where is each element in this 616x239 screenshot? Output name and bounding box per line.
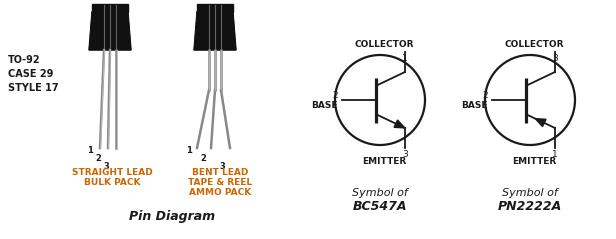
Text: PN2222A: PN2222A xyxy=(498,200,562,213)
Text: BC547A: BC547A xyxy=(353,200,407,213)
Polygon shape xyxy=(194,12,236,50)
Text: Pin Diagram: Pin Diagram xyxy=(129,210,216,223)
Text: EMITTER: EMITTER xyxy=(513,157,557,166)
Text: BENT LEAD: BENT LEAD xyxy=(192,168,248,177)
Text: CASE 29: CASE 29 xyxy=(8,69,54,79)
Text: 3: 3 xyxy=(402,150,408,159)
Text: STYLE 17: STYLE 17 xyxy=(8,83,59,93)
Text: EMITTER: EMITTER xyxy=(362,157,407,166)
Text: BASE: BASE xyxy=(311,102,338,110)
Polygon shape xyxy=(92,4,128,12)
Text: 1: 1 xyxy=(186,146,192,155)
Text: 1: 1 xyxy=(552,150,557,159)
Polygon shape xyxy=(394,120,405,128)
Text: BULK PACK: BULK PACK xyxy=(84,178,140,187)
Text: 2: 2 xyxy=(95,154,101,163)
Text: TAPE & REEL: TAPE & REEL xyxy=(188,178,252,187)
Text: BASE: BASE xyxy=(461,102,488,110)
Text: 1: 1 xyxy=(87,146,93,155)
Polygon shape xyxy=(197,4,233,12)
Text: AMMO PACK: AMMO PACK xyxy=(189,188,251,197)
Text: 2: 2 xyxy=(332,91,338,99)
Text: 2: 2 xyxy=(482,91,488,99)
Polygon shape xyxy=(89,12,131,50)
Text: 3: 3 xyxy=(103,162,109,171)
Text: 3: 3 xyxy=(552,54,557,63)
Text: 2: 2 xyxy=(200,154,206,163)
Text: 3: 3 xyxy=(219,162,225,171)
Text: STRAIGHT LEAD: STRAIGHT LEAD xyxy=(71,168,152,177)
Text: Symbol of: Symbol of xyxy=(352,188,408,198)
Text: 1: 1 xyxy=(402,54,408,63)
Polygon shape xyxy=(535,119,546,127)
Text: COLLECTOR: COLLECTOR xyxy=(505,40,564,49)
Text: TO-92: TO-92 xyxy=(8,55,41,65)
Text: Symbol of: Symbol of xyxy=(502,188,558,198)
Text: COLLECTOR: COLLECTOR xyxy=(355,40,414,49)
